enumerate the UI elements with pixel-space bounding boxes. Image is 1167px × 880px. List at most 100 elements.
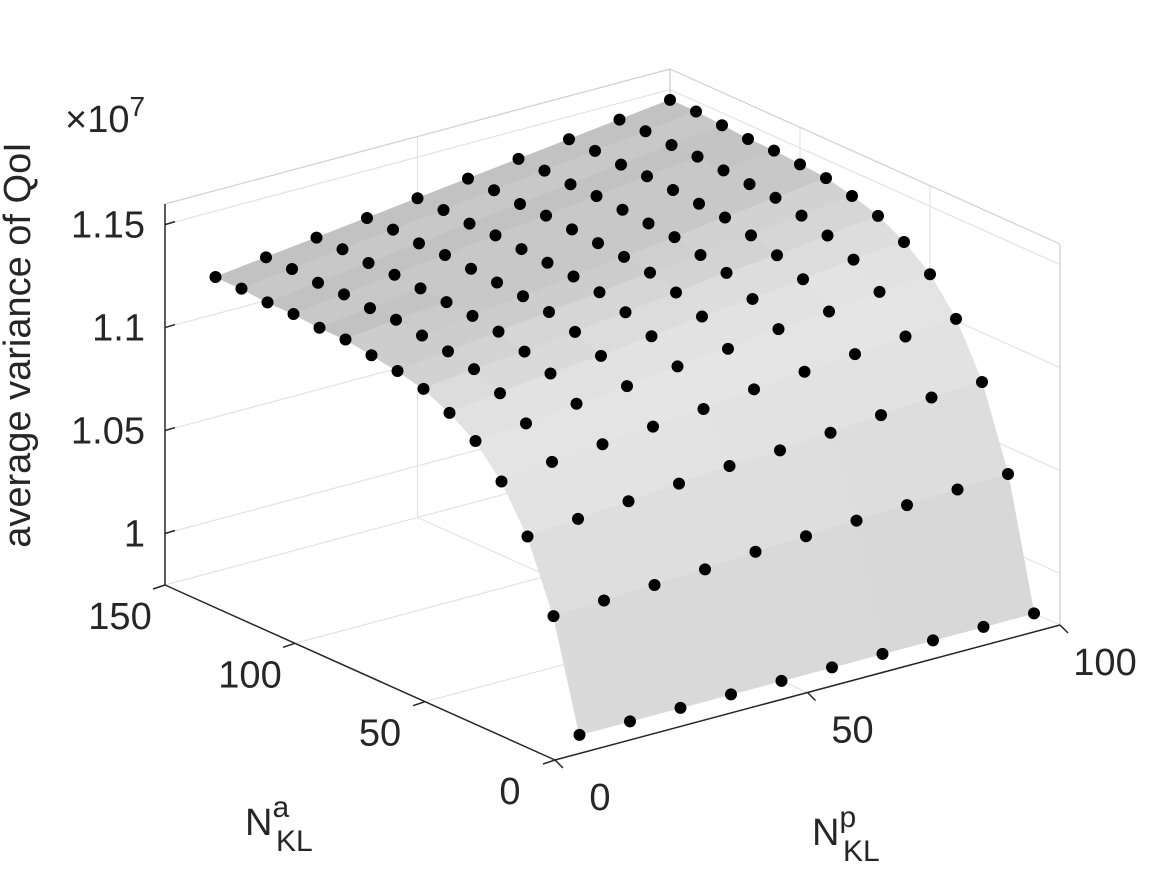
data-point bbox=[514, 197, 526, 210]
data-point bbox=[572, 512, 584, 525]
data-point bbox=[541, 256, 554, 269]
surface bbox=[214, 99, 1035, 736]
data-point bbox=[722, 342, 734, 355]
data-point bbox=[696, 310, 708, 323]
x-axis-title: Np KL bbox=[812, 801, 880, 868]
data-point bbox=[313, 321, 326, 334]
data-point bbox=[876, 647, 889, 660]
data-point bbox=[310, 231, 323, 244]
data-point bbox=[462, 172, 474, 185]
data-point bbox=[821, 229, 834, 242]
y-tick-label: 0 bbox=[499, 771, 520, 813]
y-title-sup: a bbox=[272, 791, 289, 824]
data-point bbox=[693, 197, 705, 210]
y-tick bbox=[542, 759, 556, 765]
data-point bbox=[391, 365, 404, 378]
data-point bbox=[775, 674, 788, 687]
data-point bbox=[749, 545, 762, 558]
data-point bbox=[414, 282, 427, 295]
data-point bbox=[261, 296, 274, 309]
data-point bbox=[592, 237, 604, 250]
data-point bbox=[388, 268, 401, 281]
data-point bbox=[573, 728, 586, 741]
data-point bbox=[673, 477, 685, 490]
data-point bbox=[642, 217, 655, 230]
data-point bbox=[846, 189, 858, 202]
grid-line bbox=[669, 89, 1061, 266]
data-point bbox=[769, 191, 782, 204]
data-point bbox=[544, 367, 557, 380]
data-point bbox=[287, 308, 300, 321]
data-point bbox=[645, 330, 658, 343]
exponent: ×107 bbox=[65, 91, 145, 141]
data-point bbox=[950, 312, 962, 325]
z-tick bbox=[164, 220, 176, 226]
data-point bbox=[619, 306, 632, 319]
data-point bbox=[774, 444, 786, 457]
x-tick bbox=[1059, 624, 1069, 634]
z-tick-label: 1 bbox=[124, 514, 145, 556]
data-point bbox=[723, 459, 736, 472]
data-point bbox=[771, 249, 783, 262]
data-point bbox=[674, 701, 687, 714]
z-tick-label: 1.05 bbox=[71, 411, 145, 453]
data-point bbox=[664, 93, 676, 106]
data-point bbox=[697, 402, 710, 415]
z-tick-label: 1.15 bbox=[71, 205, 145, 247]
data-point bbox=[488, 184, 500, 197]
data-point bbox=[387, 223, 399, 236]
exponent-base: ×10 bbox=[65, 99, 129, 141]
z-tick bbox=[164, 529, 176, 535]
data-point bbox=[847, 253, 860, 266]
data-point bbox=[209, 270, 222, 283]
data-point bbox=[546, 455, 558, 468]
data-point bbox=[873, 285, 886, 298]
data-point bbox=[492, 325, 505, 338]
box-edge bbox=[164, 68, 671, 205]
data-point bbox=[515, 243, 528, 256]
data-point bbox=[235, 282, 248, 295]
data-point bbox=[518, 345, 531, 358]
data-point bbox=[520, 417, 532, 430]
data-point bbox=[566, 223, 578, 236]
data-point bbox=[338, 288, 350, 301]
data-point bbox=[665, 138, 678, 151]
data-point bbox=[469, 435, 482, 448]
data-point bbox=[745, 229, 757, 242]
data-point bbox=[364, 302, 376, 315]
data-point bbox=[768, 144, 780, 157]
axes bbox=[152, 204, 1069, 769]
data-point bbox=[437, 203, 450, 216]
data-point bbox=[875, 409, 887, 422]
data-point bbox=[742, 133, 754, 146]
data-point bbox=[339, 333, 352, 346]
labels: average variance of QoI ×107 Na KL Np KL 0… bbox=[0, 91, 1137, 868]
data-point bbox=[362, 257, 375, 270]
data-point bbox=[564, 178, 577, 191]
data-point bbox=[899, 330, 912, 343]
data-point bbox=[596, 438, 609, 451]
data-point bbox=[951, 483, 964, 496]
z-tick bbox=[164, 323, 176, 329]
data-point bbox=[976, 375, 988, 388]
data-point bbox=[465, 262, 477, 275]
y-title-base: N bbox=[245, 802, 272, 844]
x-title-base: N bbox=[812, 812, 839, 854]
y-axis bbox=[164, 584, 556, 761]
data-point bbox=[927, 634, 939, 647]
y-axis-title: Na KL bbox=[245, 791, 313, 858]
data-point bbox=[823, 305, 835, 318]
grid-line bbox=[164, 89, 671, 226]
x-tick bbox=[554, 759, 564, 769]
data-point bbox=[312, 276, 324, 289]
data-point bbox=[336, 243, 349, 256]
data-point bbox=[463, 217, 476, 230]
data-point bbox=[872, 209, 884, 222]
data-point bbox=[517, 290, 529, 303]
y-tick bbox=[282, 642, 296, 649]
data-point bbox=[440, 296, 453, 309]
data-point bbox=[613, 113, 626, 126]
data-point bbox=[365, 349, 378, 362]
data-point bbox=[795, 209, 808, 222]
data-point bbox=[717, 164, 730, 177]
